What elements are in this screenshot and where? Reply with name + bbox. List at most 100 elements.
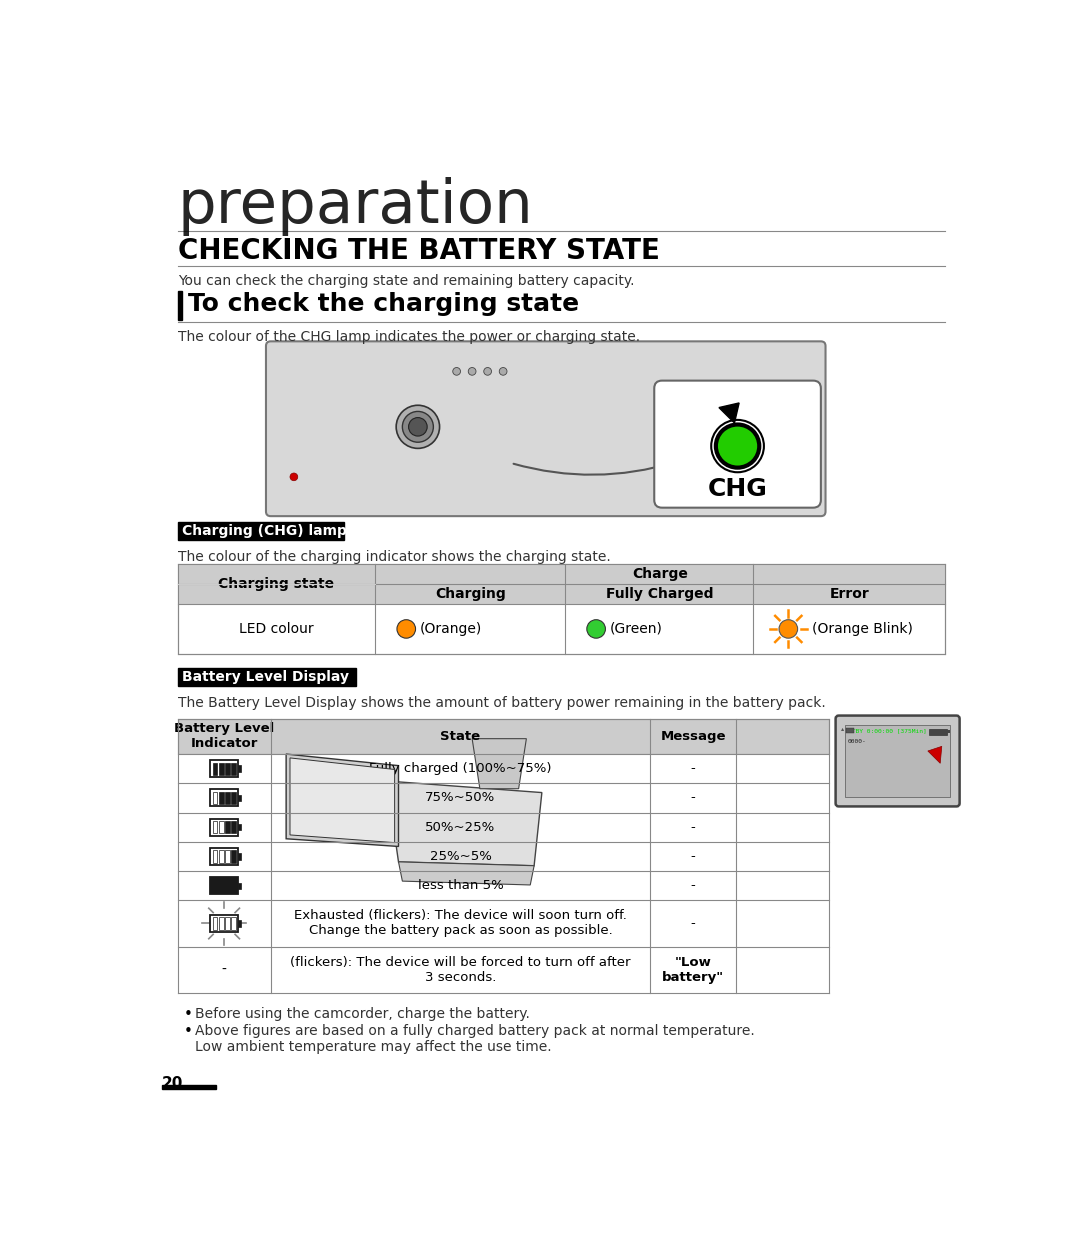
Bar [213, 763, 217, 775]
Bar [238, 882, 241, 888]
Text: (flickers): The device will be forced to turn off after
3 seconds.: (flickers): The device will be forced to… [291, 955, 631, 983]
Text: (Orange Blink): (Orange Blink) [811, 622, 913, 636]
Bar [177, 290, 183, 320]
Text: STBY 0:00:00 [375Min]: STBY 0:00:00 [375Min] [848, 728, 927, 733]
Text: (Orange): (Orange) [420, 622, 483, 636]
Polygon shape [387, 781, 542, 866]
Bar [847, 728, 854, 733]
Text: -: - [690, 880, 696, 892]
Bar [218, 917, 224, 929]
Text: •: • [184, 1007, 192, 1022]
Bar [218, 850, 224, 863]
Bar [213, 792, 217, 805]
Bar [238, 824, 241, 830]
Bar [225, 821, 230, 833]
Bar [225, 917, 230, 929]
FancyBboxPatch shape [836, 716, 960, 807]
Text: •: • [184, 1023, 192, 1039]
Bar [211, 818, 238, 835]
Text: Error: Error [829, 587, 869, 601]
Text: -: - [690, 821, 696, 834]
FancyArrow shape [841, 728, 845, 731]
Bar [177, 842, 828, 871]
Text: less than 5%: less than 5% [418, 880, 503, 892]
Text: The colour of the charging indicator shows the charging state.: The colour of the charging indicator sho… [177, 550, 610, 564]
Text: Before using the camcorder, charge the battery.: Before using the camcorder, charge the b… [194, 1007, 529, 1021]
Bar [177, 871, 828, 901]
Bar [177, 522, 345, 540]
Text: LED colour: LED colour [239, 622, 314, 636]
Bar [375, 564, 945, 584]
Circle shape [397, 619, 416, 638]
Text: Charging state: Charging state [218, 578, 335, 591]
Text: State: State [441, 729, 481, 743]
Polygon shape [719, 404, 739, 423]
Text: You can check the charging state and remaining battery capacity.: You can check the charging state and rem… [177, 274, 634, 288]
Text: 20: 20 [162, 1076, 184, 1091]
FancyBboxPatch shape [266, 342, 825, 516]
Bar [211, 914, 238, 932]
Bar [947, 731, 949, 733]
Text: "Low
battery": "Low battery" [662, 955, 724, 983]
Text: The colour of the CHG lamp indicates the power or charging state.: The colour of the CHG lamp indicates the… [177, 329, 639, 344]
Bar [238, 795, 241, 801]
Text: Charging: Charging [435, 587, 505, 601]
Bar [177, 754, 828, 784]
Bar [213, 917, 217, 929]
Text: preparation: preparation [177, 178, 534, 237]
Text: Fully charged (100%~75%): Fully charged (100%~75%) [369, 763, 552, 775]
Text: -: - [221, 963, 227, 976]
Text: Message: Message [660, 729, 726, 743]
Bar [218, 763, 224, 775]
Bar [375, 584, 945, 603]
Text: CHG: CHG [707, 476, 768, 501]
Circle shape [499, 368, 507, 375]
Text: Exhausted (flickers): The device will soon turn off.
Change the battery pack as : Exhausted (flickers): The device will so… [294, 909, 626, 938]
Bar [177, 784, 828, 813]
Text: Above figures are based on a fully charged battery pack at normal temperature.
L: Above figures are based on a fully charg… [194, 1023, 755, 1054]
Text: Fully Charged: Fully Charged [606, 587, 713, 601]
Text: The Battery Level Display shows the amount of battery power remaining in the bat: The Battery Level Display shows the amou… [177, 696, 825, 710]
Bar [929, 728, 947, 734]
Circle shape [396, 405, 440, 448]
Text: To check the charging state: To check the charging state [189, 292, 580, 316]
Bar [218, 821, 224, 833]
Polygon shape [286, 754, 399, 847]
Circle shape [716, 424, 759, 468]
Bar [211, 760, 238, 777]
Text: Charging (CHG) lamp: Charging (CHG) lamp [183, 523, 347, 538]
Text: Battery Level Display: Battery Level Display [183, 670, 349, 684]
Text: 25%~5%: 25%~5% [430, 850, 491, 863]
Bar [177, 564, 375, 603]
Polygon shape [399, 861, 535, 885]
Bar [177, 813, 828, 842]
Bar [177, 564, 945, 654]
Text: -: - [690, 917, 696, 930]
Bar [211, 848, 238, 865]
Bar [231, 792, 235, 805]
Bar [231, 763, 235, 775]
Polygon shape [291, 758, 394, 843]
Circle shape [291, 473, 298, 481]
Polygon shape [928, 747, 942, 764]
Circle shape [484, 368, 491, 375]
Circle shape [453, 368, 460, 375]
Text: 75%~50%: 75%~50% [426, 791, 496, 805]
Bar [231, 821, 235, 833]
Text: 0000-: 0000- [848, 739, 867, 744]
Bar [162, 1085, 216, 1090]
Bar [211, 790, 238, 807]
Circle shape [586, 619, 606, 638]
FancyBboxPatch shape [654, 380, 821, 507]
Bar [238, 921, 241, 927]
Polygon shape [472, 739, 526, 789]
Text: CHECKING THE BATTERY STATE: CHECKING THE BATTERY STATE [177, 237, 660, 264]
Bar [177, 668, 356, 686]
Bar [177, 718, 828, 754]
Bar [218, 792, 224, 805]
Circle shape [403, 411, 433, 442]
Text: 50%~25%: 50%~25% [426, 821, 496, 834]
Circle shape [779, 619, 798, 638]
Bar [238, 765, 241, 772]
Bar [845, 724, 950, 797]
